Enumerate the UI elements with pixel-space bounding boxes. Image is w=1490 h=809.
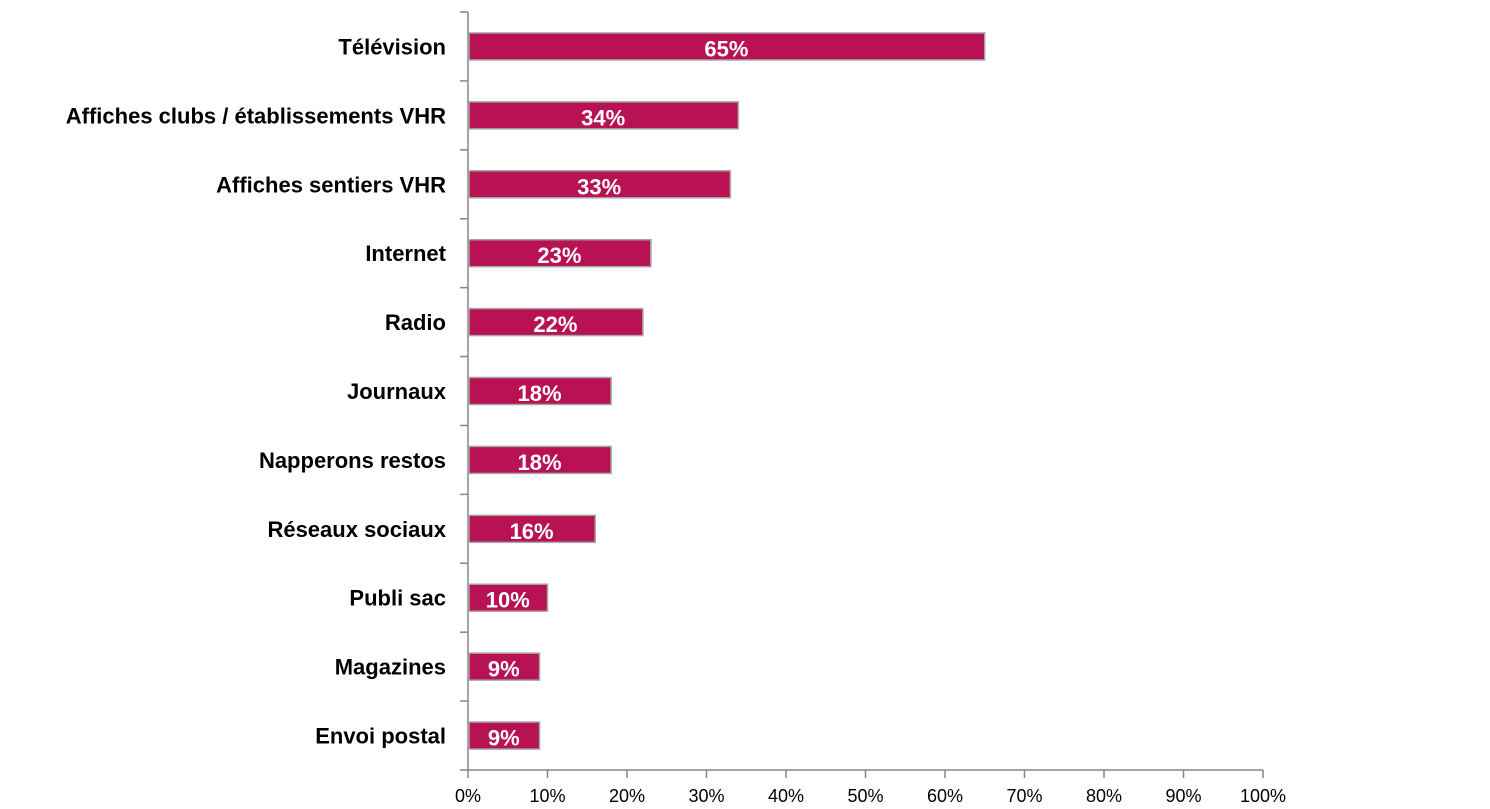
bar — [468, 32, 986, 61]
bar — [468, 445, 612, 475]
x-tick-label: 90% — [1165, 786, 1201, 806]
category-label: Napperons restos — [259, 448, 446, 473]
data-label: 33% — [577, 174, 621, 199]
data-label: 23% — [537, 243, 581, 268]
labels-layer: Télévision 65% Affiches clubs / établissem… — [66, 34, 749, 750]
data-label: 9% — [488, 657, 520, 682]
x-tick-label: 20% — [609, 786, 645, 806]
bar — [468, 170, 732, 199]
category-label: Magazines — [335, 655, 446, 680]
bar — [468, 238, 652, 268]
data-label: 18% — [518, 381, 562, 406]
category-label: Affiches sentiers VHR — [216, 172, 446, 197]
category-label: Réseaux sociaux — [267, 517, 446, 542]
bar — [468, 721, 541, 750]
data-label: 18% — [518, 450, 562, 475]
data-label: 22% — [533, 312, 577, 337]
x-tick-label: 70% — [1006, 786, 1042, 806]
x-tick-label: 60% — [927, 786, 963, 806]
x-tick-label: 80% — [1086, 786, 1122, 806]
category-label: Internet — [365, 241, 446, 266]
x-tick-label: 40% — [768, 786, 804, 806]
category-label: Envoi postal — [315, 724, 446, 749]
category-label: Affiches clubs / établissements VHR — [66, 103, 446, 128]
x-tick-label: 30% — [688, 786, 724, 806]
bar — [468, 514, 596, 544]
bar — [468, 376, 612, 406]
category-label: Publi sac — [349, 586, 446, 611]
bar — [468, 101, 740, 130]
category-label: Journaux — [347, 379, 447, 404]
category-label: Radio — [385, 310, 446, 335]
data-label: 9% — [488, 726, 520, 751]
axes-layer: 0% 10% 20% 30% 40% 50% 60% 70% 80% 90% 100% — [455, 11, 1286, 806]
data-label: 34% — [581, 105, 625, 130]
x-tick-label: 0% — [455, 786, 481, 806]
bar — [468, 583, 549, 612]
x-tick-label: 50% — [847, 786, 883, 806]
data-label: 65% — [704, 36, 748, 61]
bars-layer — [468, 32, 986, 750]
x-tick-label: 10% — [529, 786, 565, 806]
bar — [468, 652, 541, 681]
data-label: 10% — [486, 588, 530, 613]
bar — [468, 307, 644, 337]
data-label: 16% — [510, 519, 554, 544]
x-tick-label: 100% — [1240, 786, 1286, 806]
category-label: Télévision — [338, 34, 446, 59]
